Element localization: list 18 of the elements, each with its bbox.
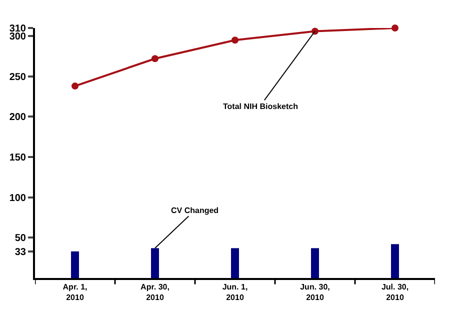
point (392, 24, 398, 32)
x-tick-label: Apr. 1, 2010 (62, 282, 88, 302)
y-tick-label: 100 (9, 192, 26, 204)
y-tick-label: 200 (9, 112, 26, 124)
annotation: Total NIH Biosketch (223, 102, 298, 111)
point (152, 55, 158, 62)
x-tick-label: Jun. 30, 2010 (300, 282, 330, 302)
x-tick-label: Jun. 1, 2010 (222, 282, 248, 302)
point (232, 36, 238, 44)
y-tick-label: 50 (14, 233, 26, 244)
y-tick-label: 300 (9, 32, 26, 43)
point (72, 82, 78, 90)
y-tick-label: 150 (9, 152, 26, 164)
x-tick-label: Apr. 30, 2010 (140, 282, 170, 302)
x-tick-label: Jul. 30, 2010 (381, 282, 409, 302)
annotation: CV Changed (171, 206, 219, 215)
y-tick-label: 250 (9, 72, 26, 83)
y-tick-label: 33 (14, 246, 26, 258)
